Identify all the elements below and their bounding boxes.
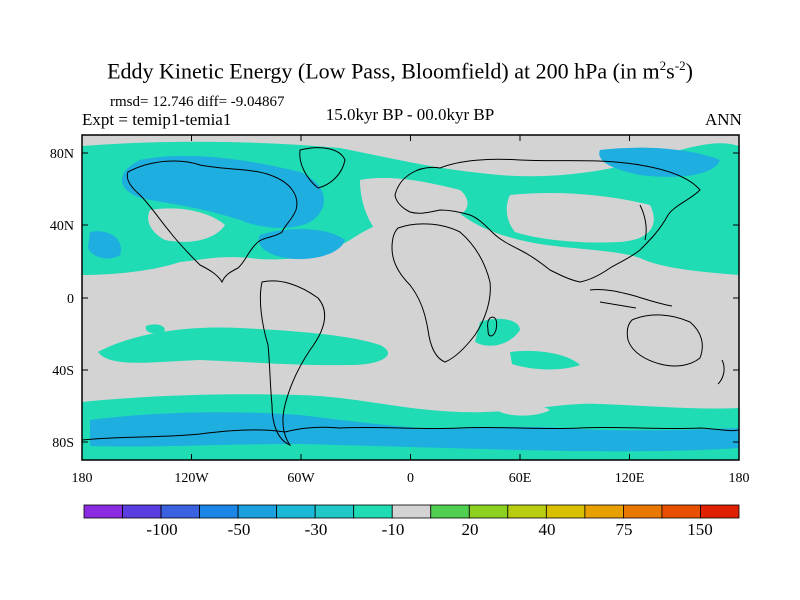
- colorbar-swatch: [122, 504, 162, 519]
- colorbar-label-neg30: -30: [305, 520, 328, 539]
- period-label: 15.0kyr BP - 00.0kyr BP: [325, 105, 495, 124]
- madagascar-coast: [487, 316, 498, 337]
- new-zealand-coast: [717, 359, 725, 385]
- arctic-gap-region: [260, 138, 700, 160]
- title-mid: s: [666, 58, 675, 84]
- lon-tick-120e: 120E: [615, 471, 645, 486]
- title-sup-2: -2: [674, 58, 686, 73]
- asia-gap-region: [506, 193, 654, 243]
- lat-labels: 80N 40N 0 40S 80S: [50, 147, 74, 451]
- colorbar-swatch: [700, 504, 740, 519]
- greenland-coast: [299, 147, 346, 189]
- experiment-label: Expt = temip1-temia1: [82, 110, 232, 129]
- lon-tick-60e: 60E: [509, 471, 532, 486]
- colorbar-swatch: [468, 504, 509, 519]
- colorbar-label-150: 150: [687, 520, 713, 539]
- colorbar-swatch: [623, 504, 663, 519]
- atlantic-blue-region: [258, 228, 345, 260]
- africa-coast: [391, 223, 491, 363]
- lon-labels: 180 120W 60W 0 60E 120E 180: [72, 471, 750, 486]
- australia-coast: [626, 314, 703, 367]
- colorbar-swatch: [314, 504, 355, 519]
- colorbar: [83, 504, 740, 519]
- lat-tick-0: 0: [67, 292, 74, 307]
- lon-tick-0: 0: [407, 471, 414, 486]
- indian-ocean-region: [475, 318, 520, 346]
- colorbar-label-40: 40: [539, 520, 556, 539]
- colorbar-label-neg10: -10: [382, 520, 405, 539]
- season-label: ANN: [705, 110, 742, 129]
- colorbar-swatch: [353, 504, 393, 519]
- lon-tick-60w: 60W: [287, 471, 315, 486]
- map-panel: [82, 135, 739, 460]
- colorbar-swatch: [507, 504, 547, 519]
- north-gap-region: [360, 178, 468, 235]
- antarctica-coast: [82, 426, 739, 441]
- colorbar-swatch: [160, 504, 200, 519]
- colorbar-swatch: [584, 504, 624, 519]
- colorbar-labels: -100 -50 -30 -10 20 40 75 150: [146, 520, 712, 539]
- north-america-coast: [126, 160, 298, 284]
- colorbar-swatch: [276, 504, 316, 519]
- japan-coast: [639, 204, 647, 241]
- colorbar-swatch: [661, 504, 701, 519]
- pacific-gap-region: [148, 208, 225, 242]
- colorbar-swatch: [430, 504, 470, 519]
- colorbar-label-20: 20: [462, 520, 479, 539]
- north-america-blue-region: [121, 155, 324, 228]
- colorbar-swatch: [237, 504, 278, 519]
- east-asia-blue-region: [599, 147, 720, 177]
- colorbar-swatch: [545, 504, 586, 519]
- title-sup-1: 2: [659, 58, 667, 73]
- colorbar-swatch: [391, 504, 432, 519]
- colorbar-label-neg50: -50: [228, 520, 251, 539]
- stats-label: rmsd= 12.746 diff= -9.04867: [110, 94, 285, 110]
- lat-tick-40n: 40N: [50, 219, 74, 234]
- southern-gap-region: [500, 403, 550, 416]
- indonesia-coast: [589, 289, 673, 309]
- title-main: Eddy Kinetic Energy (Low Pass, Bloomfiel…: [107, 58, 660, 84]
- south-indian-region: [510, 350, 580, 370]
- lon-tick-180e: 180: [729, 471, 750, 486]
- lat-tick-80n: 80N: [50, 147, 74, 162]
- chart-title: Eddy Kinetic Energy (Low Pass, Bloomfiel…: [0, 58, 800, 84]
- colorbar-label-75: 75: [616, 520, 633, 539]
- southern-ocean-blue-region: [90, 412, 739, 452]
- lon-tick-120w: 120W: [174, 471, 209, 486]
- colorbar-swatch: [83, 504, 123, 519]
- eurasia-coast: [394, 158, 701, 283]
- colorbar-label-neg100: -100: [146, 520, 177, 539]
- colorbar-swatch: [199, 504, 239, 519]
- lat-tick-40s: 40S: [52, 364, 74, 379]
- axis-ticks: [81, 135, 740, 460]
- pacific-blue-region: [88, 231, 121, 259]
- south-pacific-region: [98, 327, 389, 366]
- coastlines: [82, 147, 739, 447]
- title-end: ): [685, 58, 693, 84]
- lat-tick-80s: 80S: [52, 436, 74, 451]
- small-pacific-region: [145, 324, 165, 334]
- lon-tick-180w: 180: [72, 471, 93, 486]
